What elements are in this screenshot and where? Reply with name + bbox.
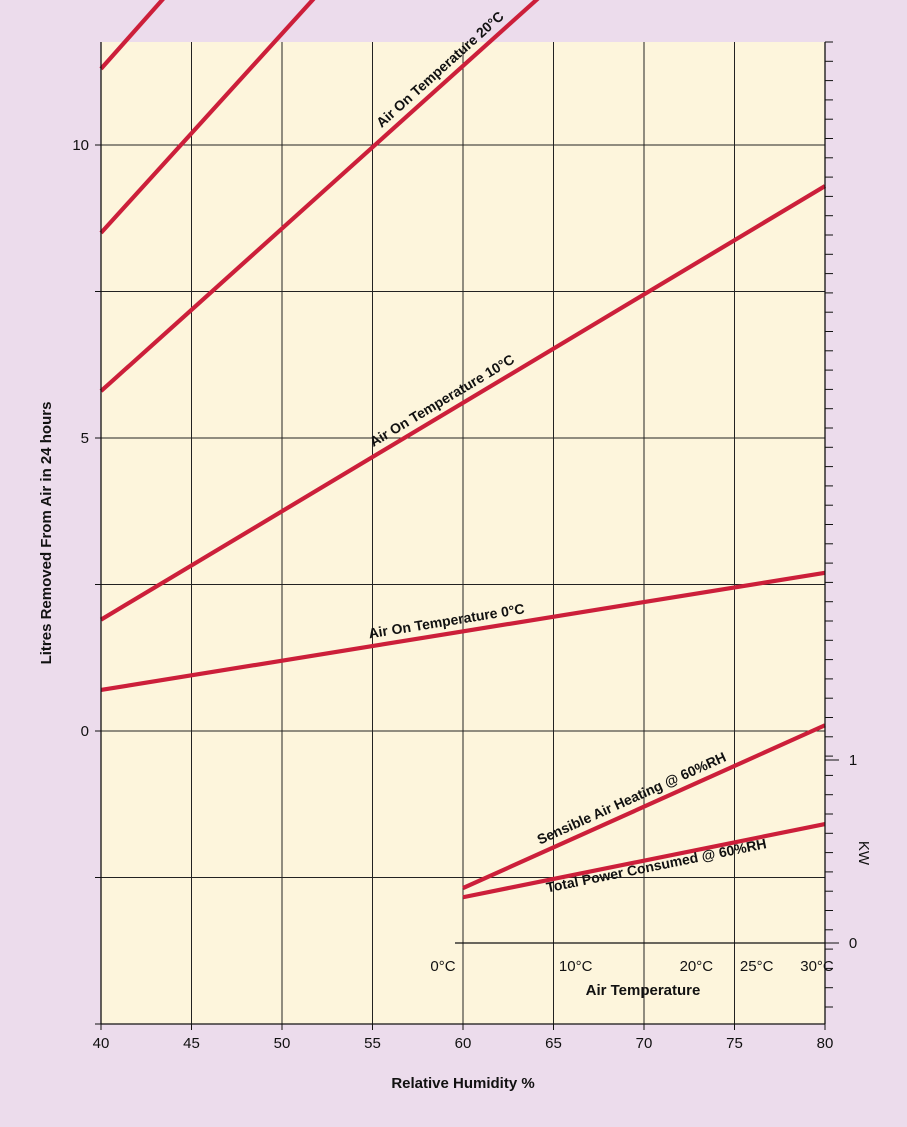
y-tick-label: 0 <box>81 723 89 740</box>
x-axis-title: Relative Humidity % <box>391 1075 534 1092</box>
x-tick-label: 55 <box>364 1035 381 1052</box>
x-tick-label: 45 <box>183 1035 200 1052</box>
y-axis-title: Litres Removed From Air in 24 hours <box>38 402 55 665</box>
series-line <box>100 570 826 693</box>
inset-x-tick-label: 30°C <box>800 958 834 975</box>
inset-x-axis-title: Air Temperature <box>586 982 701 999</box>
series-line <box>99 0 316 235</box>
x-tick-label: 70 <box>636 1035 653 1052</box>
inset-x-tick-label: 25°C <box>740 958 774 975</box>
series-line <box>99 184 827 622</box>
inset-x-tick-label: 20°C <box>680 958 714 975</box>
x-tick-label: 75 <box>726 1035 743 1052</box>
inset-series-line <box>462 821 826 900</box>
x-tick-label: 80 <box>817 1035 834 1052</box>
axes: 051015204045505560657075800°C10°C20°C25°… <box>72 41 857 1052</box>
x-tick-label: 50 <box>274 1035 291 1052</box>
inset-x-tick-label: 10°C <box>559 958 593 975</box>
series-line <box>99 0 540 393</box>
series-lines <box>99 0 827 900</box>
x-tick-label: 60 <box>455 1035 472 1052</box>
x-tick-label: 40 <box>93 1035 110 1052</box>
inset-y-tick-label: 0 <box>849 935 857 952</box>
x-tick-label: 65 <box>545 1035 562 1052</box>
y-tick-label: 10 <box>72 137 89 154</box>
inset-x-tick-label: 0°C <box>430 958 455 975</box>
inset-y-tick-label: 1 <box>849 752 857 769</box>
inset-y-axis-title: KW <box>855 841 872 866</box>
y-tick-label: 5 <box>81 430 89 447</box>
inset-series-line <box>462 723 826 891</box>
